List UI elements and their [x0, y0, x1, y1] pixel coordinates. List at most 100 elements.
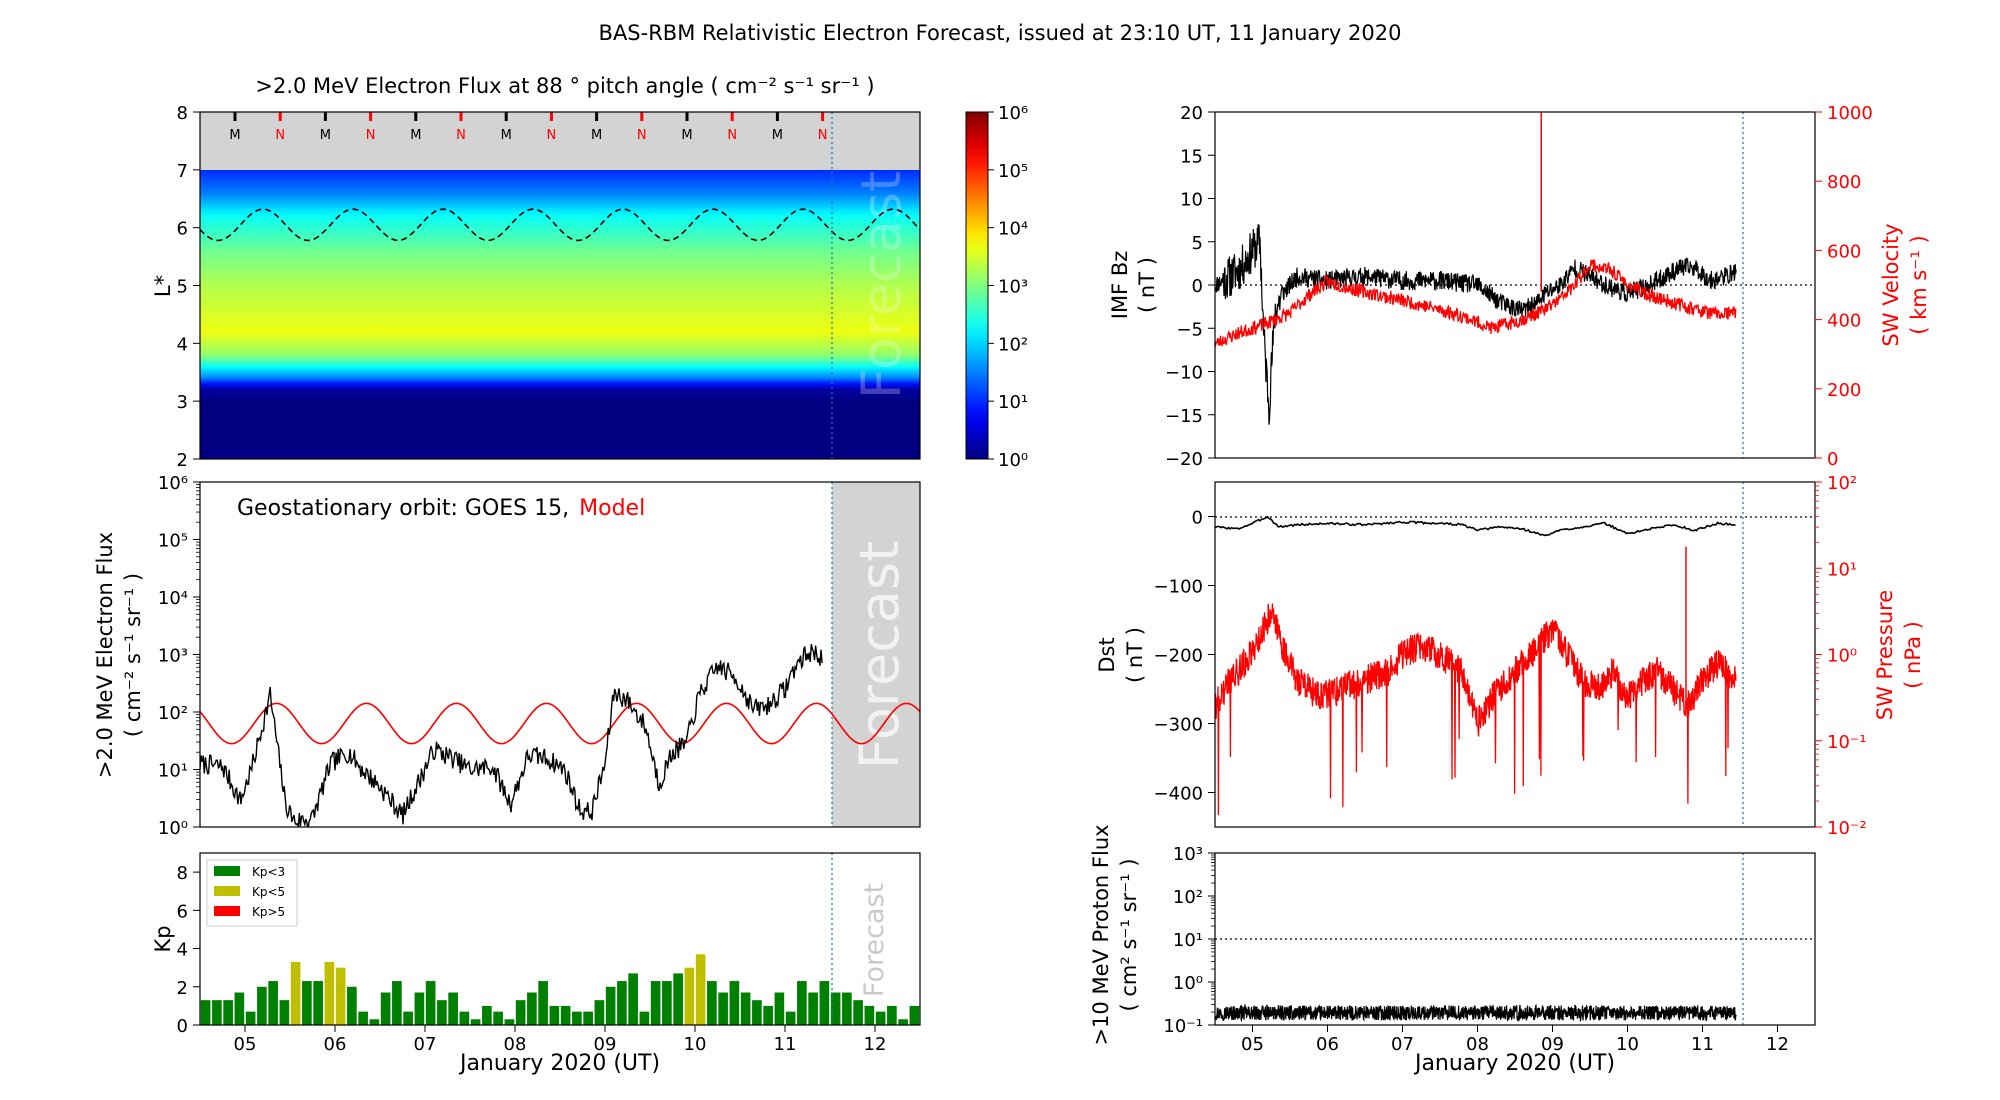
kp-bar — [515, 1000, 526, 1025]
geo-y-tick-label: 10⁵ — [158, 531, 188, 552]
imf-y-tick-label: 10 — [1180, 190, 1203, 211]
kp-axes-frame — [199, 852, 921, 1026]
kp-bar — [1056, 1012, 1066, 1025]
kp-bar — [605, 986, 616, 1025]
kp-bar — [493, 1011, 503, 1025]
kp-bar — [257, 986, 267, 1025]
sw-pressure-tick-label: 10⁻¹ — [1827, 732, 1867, 753]
kp-bar — [819, 981, 830, 1025]
kp-bar — [830, 992, 841, 1025]
kp-bar — [572, 1011, 582, 1025]
proton-y-tick-label: 10⁰ — [1173, 973, 1203, 994]
kp-bar — [718, 992, 728, 1025]
kp-x-label: January 2020 (UT) — [458, 1051, 660, 1076]
kp-bar — [313, 981, 323, 1025]
imf-y-tick-label: −15 — [1165, 406, 1203, 427]
sw-velocity-ticks: 0 200 400 600 800 1000 — [1815, 103, 1873, 470]
mn-marker-label: N — [637, 128, 647, 143]
sw-velocity-tick-label: 600 — [1827, 241, 1861, 262]
kp-bar — [1045, 1012, 1055, 1025]
kp-bar — [988, 1012, 998, 1025]
kp-x-tick-label: 06 — [324, 1034, 347, 1055]
geo-annotation-main: Geostationary orbit: GOES 15, — [237, 496, 569, 521]
mn-marker-label: N — [818, 128, 828, 143]
kp-bar — [932, 1000, 942, 1025]
sw-velocity-tick-label: 400 — [1827, 311, 1861, 332]
kp-bar — [977, 1012, 987, 1025]
imf-y-tick-label: 15 — [1180, 146, 1203, 167]
kp-bar — [909, 1005, 920, 1025]
kp-bar — [729, 981, 740, 1025]
imf-y-tick-label: 5 — [1192, 233, 1203, 254]
kp-bar — [673, 973, 683, 1025]
proton-x-label: January 2020 (UT) — [1413, 1051, 1615, 1076]
kp-bar — [1146, 1012, 1156, 1025]
kp-bar — [290, 961, 301, 1025]
kp-bar — [504, 1019, 515, 1025]
mn-marker-label: M — [229, 128, 240, 143]
geo-y-tick-label: 10¹ — [158, 761, 188, 782]
heatmap-flux-field — [200, 170, 920, 459]
mn-marker-label: M — [501, 128, 512, 143]
lstar-heatmap-panel: >2.0 MeV Electron Flux at 88 ° pitch ang… — [151, 74, 921, 471]
colorbar-tick-label: 10² — [998, 334, 1028, 355]
lstar-y-tick-label: 8 — [177, 103, 188, 124]
colorbar: 10⁰ 10¹ 10² 10³ 10⁴ 10⁵ 10⁶ — [965, 103, 1028, 471]
proton-y-tick-label: 10³ — [1173, 844, 1203, 865]
geo-y-label: >2.0 MeV Electron Flux — [93, 532, 117, 778]
kp-y-tick-label: 4 — [177, 940, 188, 961]
kp-bar — [200, 1000, 211, 1025]
kp-y-ticks: 0 2 4 6 8 — [177, 863, 200, 1037]
kp-bar — [470, 1019, 481, 1025]
geo-flux-panel: Forecast Geostationary orbit: GOES 15, Mo… — [93, 473, 921, 839]
kp-panel: Forecast Kp<3 Kp<5 Kp>5 0 2 4 6 8 05 06 07 08 09… — [151, 852, 1156, 1076]
kp-bar — [943, 993, 953, 1025]
kp-bar — [245, 1011, 256, 1025]
lstar-panel-title: >2.0 MeV Electron Flux at 88 ° pitch ang… — [255, 74, 874, 98]
geo-annotation: Geostationary orbit: GOES 15, Model — [237, 496, 645, 521]
proton-x-tick-label: 08 — [1466, 1034, 1489, 1055]
kp-bar — [695, 954, 706, 1025]
lstar-y-tick-label: 7 — [177, 161, 188, 182]
magnetopause-dashed-line — [200, 208, 920, 242]
kp-bar — [875, 1011, 886, 1025]
dst-y-label-units: ( nT ) — [1123, 627, 1147, 683]
geo-y-tick-label: 10² — [158, 703, 188, 724]
dst-y-label: Dst — [1095, 637, 1119, 672]
proton-y-label-units: ( cm² s⁻¹ sr⁻¹ ) — [1117, 858, 1141, 1011]
kp-bar — [1011, 1012, 1021, 1025]
sw-velocity-label-units: ( km s⁻¹ ) — [1907, 235, 1931, 334]
mn-marker-label: N — [456, 128, 466, 143]
geo-y-label-units: ( cm⁻² s⁻¹ sr⁻¹ ) — [121, 573, 145, 737]
colorbar-tick-label: 10⁶ — [998, 103, 1028, 124]
kp-bar — [380, 992, 391, 1025]
kp-bar — [763, 1005, 773, 1025]
proton-x-tick-label: 06 — [1316, 1034, 1339, 1055]
geo-forecast-shade — [832, 482, 920, 827]
kp-bar — [955, 1006, 965, 1025]
sw-velocity-line — [1215, 259, 1737, 348]
geo-forecast-label: Forecast — [848, 541, 911, 770]
imf-y-tick-label: −20 — [1165, 449, 1203, 470]
kp-legend-swatch-1 — [214, 866, 240, 876]
sw-pressure-ticks: 10⁻² 10⁻¹ 10⁰ 10¹ 10² — [1815, 473, 1867, 839]
mn-marker-label: M — [320, 128, 331, 143]
kp-bar — [639, 1011, 650, 1025]
kp-x-ticks: 05 06 07 08 09 10 11 12 — [234, 1025, 886, 1055]
proton-flux-panel: 10⁻¹ 10⁰ 10¹ 10² 10³ 05 06 07 08 09 10 11 12 >10 Me… — [1089, 824, 1816, 1076]
kp-bar — [538, 981, 548, 1025]
imf-y-label: IMF Bz — [1108, 251, 1132, 320]
colorbar-tick-label: 10⁰ — [998, 450, 1028, 471]
imf-sw-panel: −20 −15 −10 −5 0 5 10 15 20 0 200 400 600 800 1000 IM… — [1108, 103, 1931, 470]
sw-pressure-tick-label: 10² — [1827, 473, 1857, 494]
kp-bar — [347, 986, 357, 1025]
geo-y-ticks: 10⁰ 10¹ 10² 10³ 10⁴ 10⁵ 10⁶ — [158, 473, 200, 839]
colorbar-tick-label: 10⁵ — [998, 161, 1028, 182]
kp-bar — [459, 1011, 470, 1025]
colorbar-tick-label: 10⁴ — [998, 219, 1028, 240]
imf-y-tick-label: −10 — [1165, 363, 1203, 384]
mn-marker-label: N — [366, 128, 376, 143]
dst-y-tick-label: −200 — [1154, 646, 1203, 667]
kp-bar — [853, 1000, 863, 1025]
